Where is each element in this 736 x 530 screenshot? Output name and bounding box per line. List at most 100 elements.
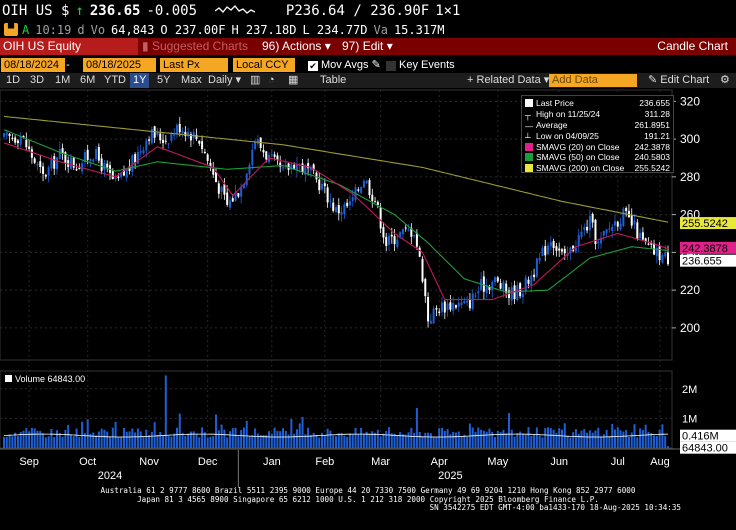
- volume-bar: [117, 436, 120, 448]
- start-date-field[interactable]: 08/18/2024: [1, 58, 65, 72]
- candle-up: [538, 257, 541, 261]
- legend-value: 242.3878: [634, 141, 670, 152]
- candle-down: [647, 243, 650, 245]
- currency-select[interactable]: Local CCY: [233, 58, 295, 72]
- volume-bar: [332, 435, 335, 448]
- settings-gear-icon[interactable]: ⚙: [720, 74, 730, 86]
- range-1d[interactable]: 1D: [6, 74, 21, 86]
- volume-bar: [47, 436, 50, 448]
- edit-menu[interactable]: 97) Edit ▾: [342, 38, 393, 55]
- candle-up: [295, 164, 298, 171]
- candle-down: [488, 286, 491, 290]
- volume-bar: [418, 431, 421, 448]
- candle-up: [351, 197, 354, 201]
- candle-up: [254, 142, 257, 149]
- volume-bar: [519, 431, 522, 448]
- volume-bar: [661, 424, 664, 448]
- volume-bar: [340, 432, 343, 448]
- volume-bar: [605, 429, 608, 448]
- ticker-symbol[interactable]: OIH US $: [2, 3, 70, 19]
- key-events-toggle[interactable]: ✔ Key Events: [386, 57, 455, 73]
- legend-value: 255.5242: [634, 162, 670, 173]
- candle-down: [326, 187, 329, 203]
- volume-bar: [577, 433, 580, 448]
- volume-legend: Volume 64843.00: [5, 374, 85, 384]
- candle-down: [203, 151, 206, 154]
- volume-bar: [128, 431, 131, 448]
- end-date-field[interactable]: 08/18/2025: [83, 58, 156, 72]
- related-data-button[interactable]: + Related Data ▾: [467, 73, 549, 88]
- add-data-input[interactable]: Add Data: [549, 74, 637, 87]
- period-select[interactable]: Daily ▾: [208, 73, 241, 88]
- candle-up: [521, 293, 524, 298]
- volume-bar: [293, 433, 296, 448]
- candle-up: [234, 191, 237, 201]
- chart-legend[interactable]: Last Price 236.655 ┬ High on 11/25/24 311.28…: [521, 95, 674, 173]
- grid-icon[interactable]: ▦: [288, 74, 299, 86]
- legend-value: 261.8951: [634, 119, 670, 130]
- candle-down: [560, 249, 563, 252]
- volume-bar: [329, 430, 332, 448]
- candle-up: [270, 154, 273, 156]
- table-button[interactable]: Table: [320, 74, 347, 86]
- range-ytd[interactable]: YTD: [104, 74, 126, 86]
- volume-bar: [415, 408, 418, 448]
- field-select[interactable]: Last Px: [160, 58, 228, 72]
- volume-bar: [583, 429, 586, 448]
- candle-down: [307, 163, 310, 169]
- candle-down: [368, 180, 371, 196]
- volume-bar: [560, 429, 563, 448]
- mov-avgs-toggle[interactable]: ✔ Mov Avgs ✎: [308, 57, 381, 73]
- legend-label: Last Price: [536, 98, 574, 108]
- pie-chart-icon[interactable]: ◔: [268, 74, 275, 86]
- candle-up: [510, 287, 513, 301]
- volume-bar: [622, 431, 625, 448]
- volume-bar: [3, 437, 5, 448]
- candle-down: [164, 140, 167, 142]
- month-label: Oct: [79, 456, 96, 468]
- candle-down: [16, 140, 19, 144]
- edit-chart-button[interactable]: ✎ Edit Chart: [648, 73, 709, 88]
- bar-chart-icon[interactable]: ▥: [250, 74, 261, 86]
- candle-up: [622, 208, 625, 226]
- volume-bar: [466, 436, 469, 448]
- caret-down-icon: ▾: [324, 39, 331, 53]
- volume-bar: [611, 423, 614, 448]
- volume-bar: [326, 428, 329, 448]
- suggested-icon: ▮: [142, 39, 152, 53]
- candle-up: [460, 302, 463, 306]
- candle-down: [189, 134, 192, 141]
- volume-bar: [173, 433, 176, 448]
- range-max[interactable]: Max: [181, 74, 202, 86]
- volume-bar: [212, 436, 215, 448]
- value-tag-bg: [680, 429, 736, 442]
- caret-down-icon: ▾: [386, 39, 393, 53]
- range-3d[interactable]: 3D: [30, 74, 45, 86]
- volume-average-line: [3, 433, 669, 438]
- candle-up: [446, 303, 449, 311]
- suggested-charts-button[interactable]: ▮ Suggested Charts: [142, 38, 248, 55]
- month-label: Dec: [198, 456, 218, 468]
- candle-up: [142, 150, 145, 154]
- volume-label: Vo: [90, 23, 106, 37]
- actions-menu[interactable]: 96) Actions ▾: [262, 38, 331, 55]
- pencil-icon: ✎: [371, 59, 381, 71]
- candle-down: [8, 133, 11, 136]
- security-field[interactable]: OIH US Equity: [0, 38, 138, 55]
- volume-bar: [477, 427, 480, 448]
- range-6m[interactable]: 6M: [80, 74, 96, 86]
- volume-bar: [270, 433, 273, 448]
- range-5y[interactable]: 5Y: [157, 74, 171, 86]
- volume-bar: [530, 435, 533, 448]
- volume-bar: [50, 429, 53, 448]
- range-1m[interactable]: 1M: [55, 74, 71, 86]
- candle-up: [343, 204, 346, 215]
- range-1y[interactable]: 1Y: [130, 73, 150, 88]
- candle-down: [630, 215, 633, 226]
- volume-bar: [36, 430, 39, 448]
- volume-bar: [125, 431, 128, 448]
- volume-bar: [541, 437, 544, 448]
- volume-bar: [438, 428, 441, 448]
- footer-line-2: Japan 81 3 4565 8900 Singapore 65 6212 1…: [137, 494, 599, 504]
- candle-down: [28, 146, 31, 149]
